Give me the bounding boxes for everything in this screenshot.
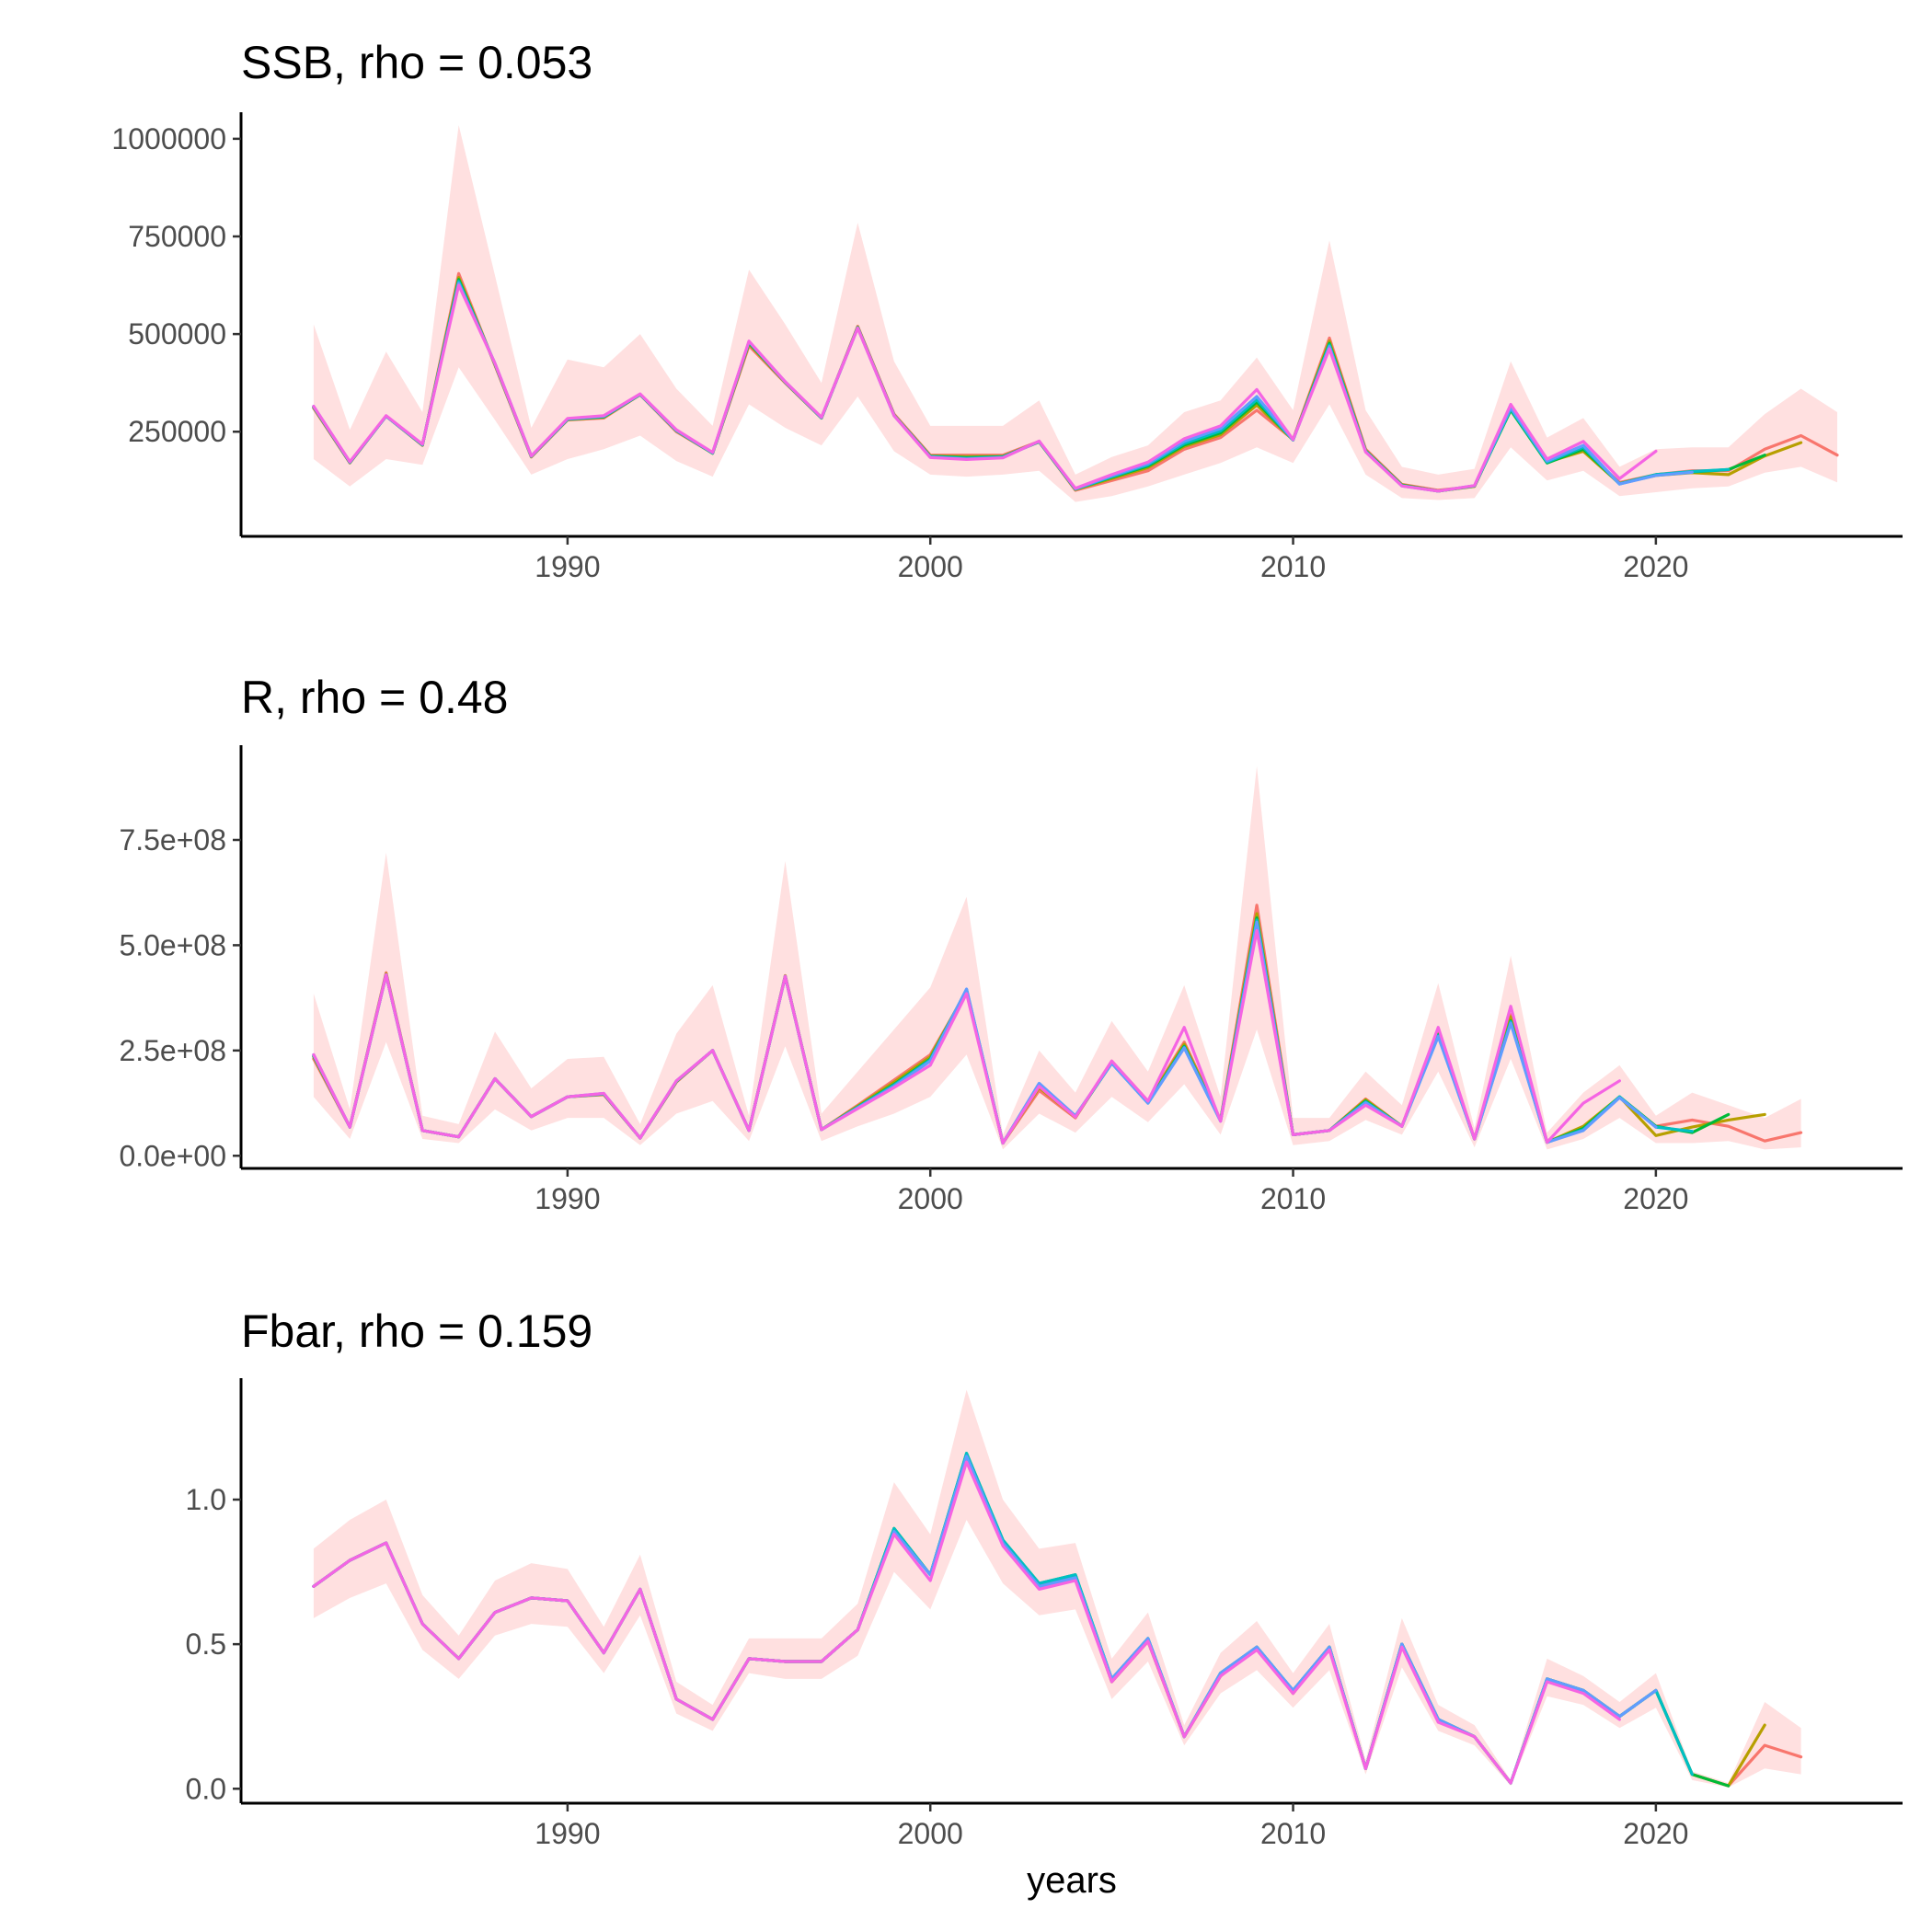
recruitment-y-tick-label: 0.0e+00 [119,1139,226,1172]
ssb-x-tick-label: 2010 [1260,550,1326,583]
fbar-x-tick-label: 2000 [898,1817,963,1850]
fbar-y-tick-label: 0.5 [186,1627,226,1661]
ssb-y-tick-label: 750000 [128,220,226,253]
fbar-x-tick-label: 2020 [1623,1817,1688,1850]
recruitment-x-tick-label: 2010 [1260,1182,1326,1215]
fbar-y-tick-label: 0.0 [186,1772,226,1805]
recruitment-x-tick-label: 2020 [1623,1182,1688,1215]
fbar-confidence-band [313,1389,1801,1788]
x-axis-title: years [1027,1860,1117,1901]
ssb-x-tick-label: 1990 [535,550,600,583]
recruitment-x-tick-label: 2000 [898,1182,963,1215]
ssb-panel-title: SSB, rho = 0.053 [241,37,592,88]
ssb-y-tick-label: 1000000 [111,122,226,155]
ssb-confidence-band [313,125,1837,502]
ssb-panel: SSB, rho = 0.053 250000 500000 750000 10000… [111,37,1903,583]
recruitment-y-tick-label: 2.5e+08 [119,1034,226,1067]
ssb-y-tick-label: 250000 [128,415,226,448]
fbar-panel-title: Fbar, rho = 0.159 [241,1305,592,1357]
fbar-x-tick-label: 2010 [1260,1817,1326,1850]
recruitment-y-tick-label: 7.5e+08 [119,823,226,857]
ssb-x-tick-label: 2000 [898,550,963,583]
fbar-y-tick-label: 1.0 [186,1483,226,1516]
recruitment-y-tick-label: 5.0e+08 [119,928,226,961]
fbar-x-tick-label: 1990 [535,1817,600,1850]
ssb-y-tick-label: 500000 [128,317,226,351]
fbar-panel: Fbar, rho = 0.159 years 0.0 0.5 1.0 1990 200… [186,1305,1903,1901]
recruitment-series-line-6 [312,928,1622,1145]
recruitment-panel: R, rho = 0.48 0.0e+00 2.5e+08 5.0e+08 7.5e+… [119,672,1903,1215]
recruitment-confidence-band [313,765,1801,1150]
ssb-x-tick-label: 2020 [1623,550,1688,583]
recruitment-x-tick-label: 1990 [535,1182,600,1215]
ssb-series-line-6 [312,283,1658,493]
fbar-series-line-6 [312,1460,1622,1785]
recruitment-panel-title: R, rho = 0.48 [241,672,508,723]
